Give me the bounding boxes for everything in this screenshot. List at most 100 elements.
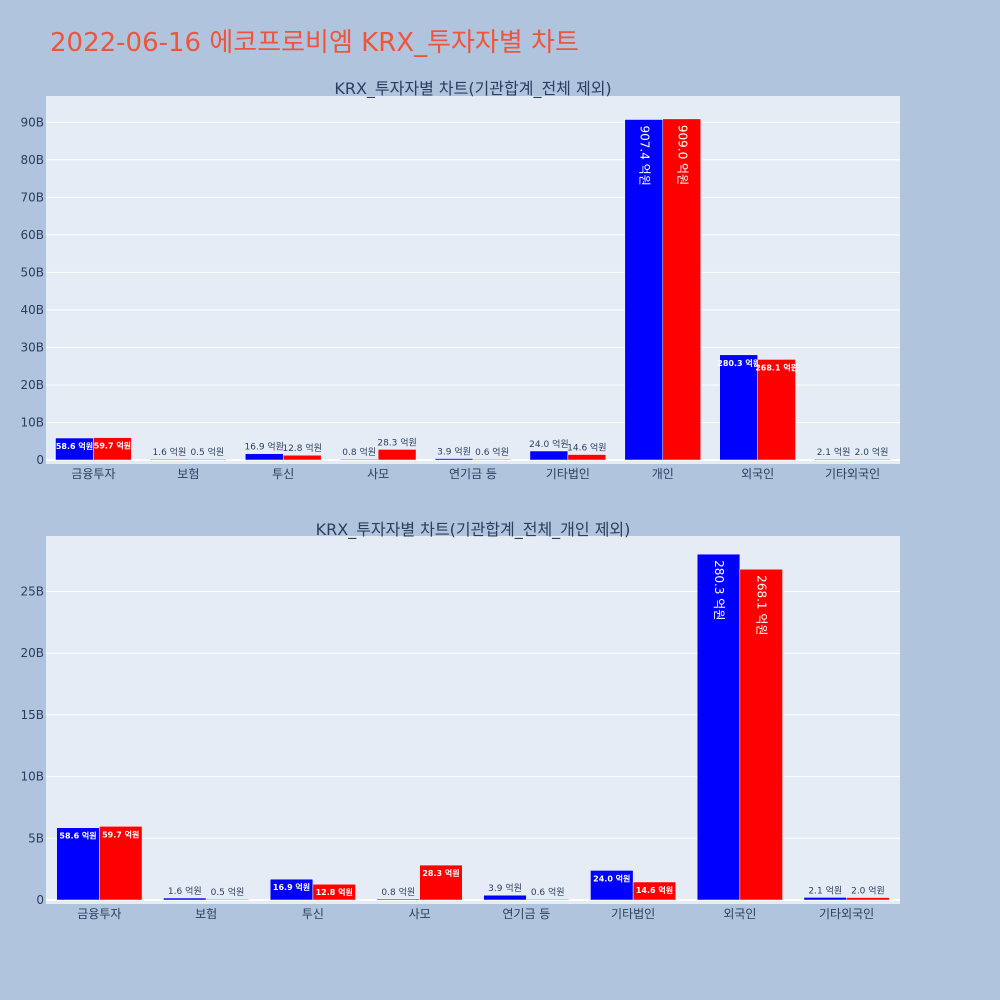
x-tick-label: 외국인 (723, 907, 756, 921)
bar-value-label: 16.9 억원 (245, 441, 284, 453)
y-tick-label: 30B (20, 340, 44, 354)
bar (757, 359, 796, 461)
bar-value-label: 0.8 억원 (381, 886, 415, 898)
y-tick-label: 20B (20, 646, 44, 660)
x-tick-label: 투신 (302, 907, 324, 921)
bar-value-label: 0.5 억원 (190, 446, 224, 458)
x-tick-label: 금융투자 (77, 907, 121, 921)
x-tick-label: 사모 (409, 907, 431, 921)
bar-value-label: 16.9 억원 (273, 882, 310, 892)
bar-value-label: 280.3 억원 (717, 358, 760, 368)
bar (56, 827, 100, 901)
bar (93, 437, 132, 461)
bar-value-label: 58.6 억원 (59, 831, 96, 841)
bar-value-label: 28.3 억원 (422, 868, 459, 878)
y-tick-label: 40B (20, 303, 44, 317)
bar (419, 864, 463, 901)
bar (739, 568, 783, 901)
bar (339, 458, 379, 461)
chart-title: KRX_투자자별 차트(기관합계_전체_개인 제외) (316, 520, 631, 540)
bar-value-label: 1.6 억원 (168, 885, 202, 897)
bar-value-label: 3.9 억원 (437, 446, 471, 458)
bar (150, 458, 189, 461)
bar (188, 458, 227, 461)
bar (376, 898, 420, 901)
x-tick-label: 보험 (195, 907, 217, 921)
bar (282, 454, 322, 461)
x-tick-label: 보험 (177, 467, 199, 481)
x-tick-label: 개인 (652, 467, 674, 481)
page-title: 2022-06-16 에코프로비엠 KRX_투자자별 차트 (50, 28, 579, 58)
bar (483, 894, 527, 901)
bar-value-label: 24.0 억원 (593, 873, 630, 883)
y-tick-label: 10B (20, 415, 44, 429)
bar-value-label: 0.6 억원 (475, 446, 509, 458)
bar-value-label: 28.3 억원 (377, 436, 416, 448)
bar-value-label: 0.6 억원 (531, 886, 565, 898)
x-tick-label: 연기금 등 (449, 467, 497, 481)
y-tick-label: 5B (28, 831, 44, 845)
bar-value-label: 268.1 억원 (755, 362, 798, 372)
chart-1: 0 10B 20B 30B 40B 50B 60B 70B 80B 90B KRX_투자자별 차트(… (20, 79, 900, 481)
bar-value-label: 2.0 억원 (855, 446, 889, 458)
bar-value-label: 24.0 억원 (529, 438, 568, 450)
bar-value-label: 1.6 억원 (152, 446, 186, 458)
bar (632, 881, 677, 901)
bar (567, 454, 607, 461)
bar-value-label: 14.6 억원 (636, 885, 673, 895)
bar-value-label: 14.6 억원 (567, 442, 606, 454)
bar (99, 826, 143, 901)
bar-value-label: 0.8 억원 (342, 446, 376, 458)
x-tick-label: 연기금 등 (502, 907, 550, 921)
bar (624, 119, 664, 461)
bar (852, 458, 891, 461)
y-tick-label: 60B (20, 228, 44, 242)
y-tick-label: 15B (20, 708, 44, 722)
y-tick-label: 20B (20, 378, 44, 392)
y-tick-label: 90B (20, 115, 44, 129)
bar (814, 458, 853, 461)
y-tick-label: 80B (20, 153, 44, 167)
x-tick-label: 금융투자 (71, 467, 115, 481)
y-tick-label: 25B (20, 585, 44, 599)
bar-value-label: 12.8 억원 (282, 442, 321, 454)
bar (163, 897, 207, 901)
bar (526, 898, 570, 901)
bar (205, 898, 250, 901)
bar (846, 897, 890, 901)
bar-value-label: 907.4 억원 (637, 125, 651, 185)
bar-value-label: 2.0 억원 (851, 885, 885, 897)
chart-title: KRX_투자자별 차트(기관합계_전체 제외) (334, 79, 611, 99)
y-tick-label: 0 (36, 893, 44, 907)
x-tick-label: 사모 (367, 467, 389, 481)
y-tick-label: 70B (20, 190, 44, 204)
y-tick-label: 50B (20, 265, 44, 279)
y-tick-label: 0 (36, 453, 44, 467)
x-tick-label: 기타법인 (546, 467, 590, 481)
bar (590, 870, 634, 901)
bar-value-label: 59.7 억원 (102, 829, 139, 839)
bar (377, 449, 417, 461)
bar (529, 450, 569, 461)
bar-value-label: 3.9 억원 (488, 882, 522, 894)
bar (803, 897, 847, 901)
bar-value-label: 2.1 억원 (817, 446, 851, 458)
bar (472, 458, 512, 461)
bar-value-label: 280.3 억원 (712, 560, 726, 620)
x-tick-label: 기타법인 (611, 907, 655, 921)
bar (696, 553, 741, 901)
chart-2: 0 5B 10B 15B 20B 25B KRX_투자자별 차트(기관합계_전체_개인 제외… (20, 520, 900, 921)
x-tick-label: 외국인 (741, 467, 774, 481)
bar (312, 883, 356, 901)
bar-value-label: 2.1 억원 (808, 884, 842, 896)
bar-value-label: 59.7 억원 (94, 441, 131, 451)
bar (719, 354, 758, 461)
y-tick-label: 10B (20, 770, 44, 784)
x-tick-label: 기타외국인 (825, 467, 880, 481)
bar (245, 453, 284, 461)
bar-value-label: 909.0 억원 (675, 125, 689, 185)
bar-value-label: 58.6 억원 (56, 441, 93, 451)
bar-value-label: 12.8 억원 (316, 887, 353, 897)
bar-value-label: 268.1 억원 (755, 575, 769, 635)
